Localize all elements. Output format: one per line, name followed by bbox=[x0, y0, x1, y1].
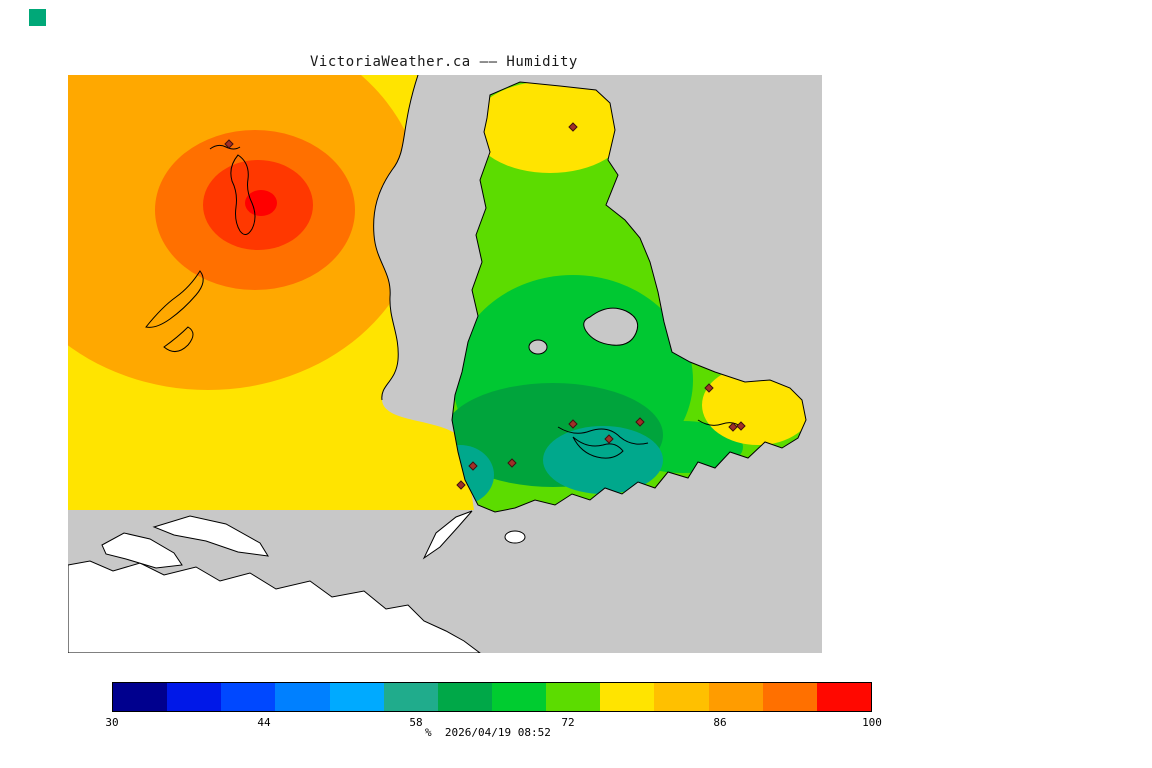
station-marker bbox=[456, 480, 466, 490]
colorbar-segments bbox=[113, 683, 871, 711]
station-marker bbox=[728, 422, 738, 432]
inlet-squiggle bbox=[209, 144, 241, 150]
south-islet bbox=[504, 530, 526, 544]
south-island-1 bbox=[101, 532, 183, 569]
channel-west-coastline bbox=[373, 75, 419, 401]
colorbar-segment bbox=[329, 683, 384, 711]
land-south bbox=[68, 510, 526, 653]
region-red-maximum bbox=[245, 190, 277, 216]
page-title: VictoriaWeather.ca –– Humidity bbox=[310, 54, 578, 70]
colorbar-segment bbox=[221, 683, 276, 711]
colorbar bbox=[112, 682, 872, 712]
island-lake-small bbox=[528, 339, 548, 355]
colorbar-segment bbox=[654, 683, 709, 711]
offshore-island-outline-1 bbox=[145, 270, 204, 328]
coastline-details bbox=[145, 75, 743, 459]
colorbar-tick-label: 30 bbox=[105, 716, 119, 729]
colorbar-segment bbox=[546, 683, 601, 711]
humidity-map bbox=[68, 75, 822, 653]
mainland-south bbox=[68, 560, 481, 653]
colorbar-segment bbox=[816, 683, 871, 711]
colorbar-tick-label: 100 bbox=[862, 716, 882, 729]
south-coast-squiggle-2 bbox=[572, 436, 624, 459]
colorbar-segment bbox=[600, 683, 655, 711]
station-marker bbox=[704, 383, 714, 393]
island-coastline bbox=[451, 81, 807, 513]
region-teal-east bbox=[543, 426, 663, 494]
lake-outline-west bbox=[230, 154, 256, 235]
colorbar-segment bbox=[167, 683, 222, 711]
region-yellow-north bbox=[472, 82, 628, 173]
station-marker bbox=[568, 122, 578, 132]
station-marker bbox=[224, 139, 234, 149]
station-markers bbox=[224, 122, 746, 490]
south-coast-squiggle-1 bbox=[557, 426, 649, 445]
station-marker bbox=[635, 417, 645, 427]
site-logo-square bbox=[29, 9, 46, 26]
colorbar-tick-label: 44 bbox=[257, 716, 271, 729]
colorbar-tick-label: 58 bbox=[409, 716, 423, 729]
south-island-2 bbox=[152, 515, 269, 557]
offshore-island-outline-2 bbox=[163, 326, 194, 352]
south-spit bbox=[422, 510, 473, 560]
station-marker bbox=[568, 419, 578, 429]
station-marker bbox=[736, 421, 746, 431]
colorbar-ticks: 30 44 58 72 86 100 bbox=[105, 716, 882, 730]
island-lake-large bbox=[583, 307, 639, 346]
colorbar-segment bbox=[491, 683, 547, 711]
colorbar-segment bbox=[275, 683, 330, 711]
colorbar-segment bbox=[437, 683, 492, 711]
timestamp-caption: % 2026/04/19 08:52 bbox=[425, 726, 551, 739]
station-marker bbox=[604, 434, 614, 444]
south-coast-squiggle-3 bbox=[697, 419, 743, 429]
station-marker bbox=[468, 461, 478, 471]
colorbar-segment bbox=[762, 683, 817, 711]
colorbar-segment bbox=[708, 683, 763, 711]
colorbar-tick-label: 86 bbox=[713, 716, 727, 729]
colorbar-tick-label: 72 bbox=[561, 716, 575, 729]
station-marker bbox=[507, 458, 517, 468]
colorbar-segment bbox=[113, 683, 168, 711]
colorbar-segment bbox=[383, 683, 438, 711]
